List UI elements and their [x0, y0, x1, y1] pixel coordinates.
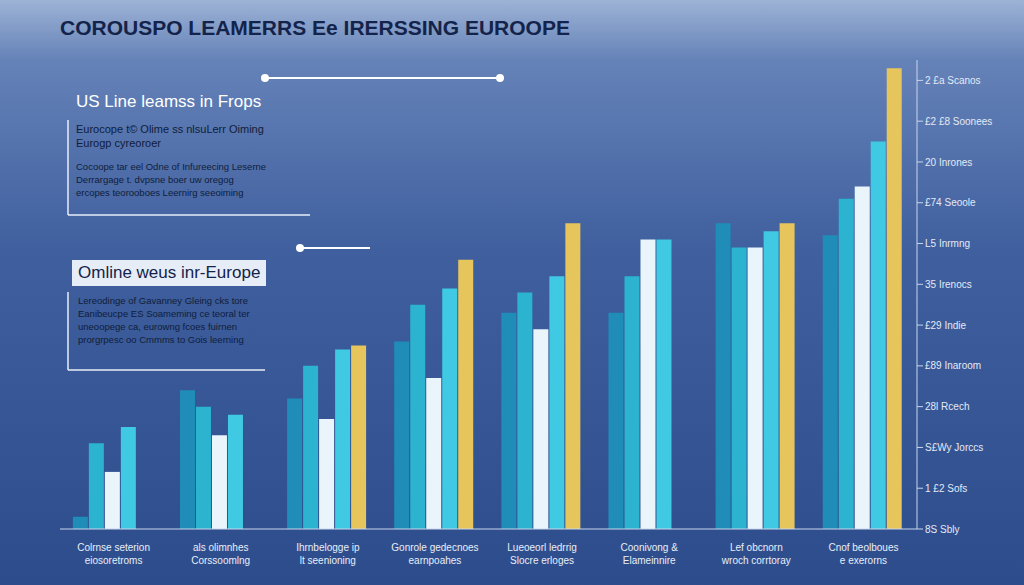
svg-text:L5 Inrmng: L5 Inrmng	[925, 238, 970, 249]
html-text:uneoopege ca, eurowng fcoes fu: uneoopege ca, eurowng fcoes fuirnen	[78, 321, 237, 332]
html-text:Cocoope tar eel Odne of Infure: Cocoope tar eel Odne of Infureecing Lese…	[76, 161, 267, 172]
svg-text:wroch corrtoray: wroch corrtoray	[721, 555, 791, 566]
svg-text:eiosoretroms: eiosoretroms	[85, 555, 143, 566]
svg-text:2 £a Scanos: 2 £a Scanos	[925, 75, 981, 86]
html-text:Derrargage t. dvpsne boer uw o: Derrargage t. dvpsne boer uw oregog	[76, 174, 234, 185]
svg-text:Lueoeorl ledrrig: Lueoeorl ledrrig	[507, 542, 577, 553]
svg-text:e exerorns: e exerorns	[840, 555, 887, 566]
svg-text:Coonivong &: Coonivong &	[621, 542, 679, 553]
svg-text:Corssoomlng: Corssoomlng	[191, 555, 250, 566]
svg-text:£2 £8 Soonees: £2 £8 Soonees	[925, 116, 992, 127]
svg-text:Cnof beolboues: Cnof beolboues	[828, 542, 898, 553]
svg-text:Colrnse seterion: Colrnse seterion	[77, 542, 150, 553]
svg-text:Gonrole gedecnoes: Gonrole gedecnoes	[391, 542, 478, 553]
svg-text:Slocre erloges: Slocre erloges	[510, 555, 574, 566]
html-text:Lereodinge of Gavanney Gleing: Lereodinge of Gavanney Gleing cks tore	[78, 295, 249, 306]
html-text:Omline weus inr-Europe: Omline weus inr-Europe	[78, 263, 261, 282]
html-text:ercopes teorooboes Leernirg se: ercopes teorooboes Leernirg seeoiming	[76, 187, 244, 198]
html-text:Eanibeucpe ES Soameming ce teo: Eanibeucpe ES Soameming ce teoral ter	[78, 308, 250, 319]
html-text:Eurocope t© Olime ss nlsuLerr: Eurocope t© Olime ss nlsuLerr Oiming	[76, 123, 264, 135]
svg-text:£89 Inaroom: £89 Inaroom	[925, 360, 981, 371]
html-text:COROUSPO LEAMERRS Ee IRERSSING: COROUSPO LEAMERRS Ee IRERSSING EUROOPE	[60, 16, 570, 39]
svg-text:als olimnhes: als olimnhes	[193, 542, 249, 553]
svg-text:£29 Indie: £29 Indie	[925, 320, 967, 331]
svg-text:earnpoahes: earnpoahes	[409, 555, 462, 566]
html-text:US Line leamss in Frops: US Line leamss in Frops	[76, 92, 262, 111]
svg-text:35 Irenocs: 35 Irenocs	[925, 279, 972, 290]
svg-text:S£Wy Jorccs: S£Wy Jorccs	[925, 442, 983, 453]
svg-text:8S Sbly: 8S Sbly	[925, 524, 959, 535]
svg-text:Lef obcnorn: Lef obcnorn	[730, 542, 783, 553]
svg-text:Ihrnbelogge ip: Ihrnbelogge ip	[296, 542, 360, 553]
svg-text:20 Inrones: 20 Inrones	[925, 157, 972, 168]
svg-text:lt seenioning: lt seenioning	[300, 555, 356, 566]
svg-text:Elameinnire: Elameinnire	[623, 555, 676, 566]
svg-text:28l Rcech: 28l Rcech	[925, 401, 969, 412]
html-text:prorgrpesc oo Cmmms to Gois le: prorgrpesc oo Cmmms to Gois leerning	[78, 334, 244, 345]
html-text:Eurogp cyreoroer: Eurogp cyreoroer	[76, 137, 161, 149]
svg-text:£74 Seoole: £74 Seoole	[925, 197, 976, 208]
svg-text:1 £2 Sofs: 1 £2 Sofs	[925, 483, 967, 494]
